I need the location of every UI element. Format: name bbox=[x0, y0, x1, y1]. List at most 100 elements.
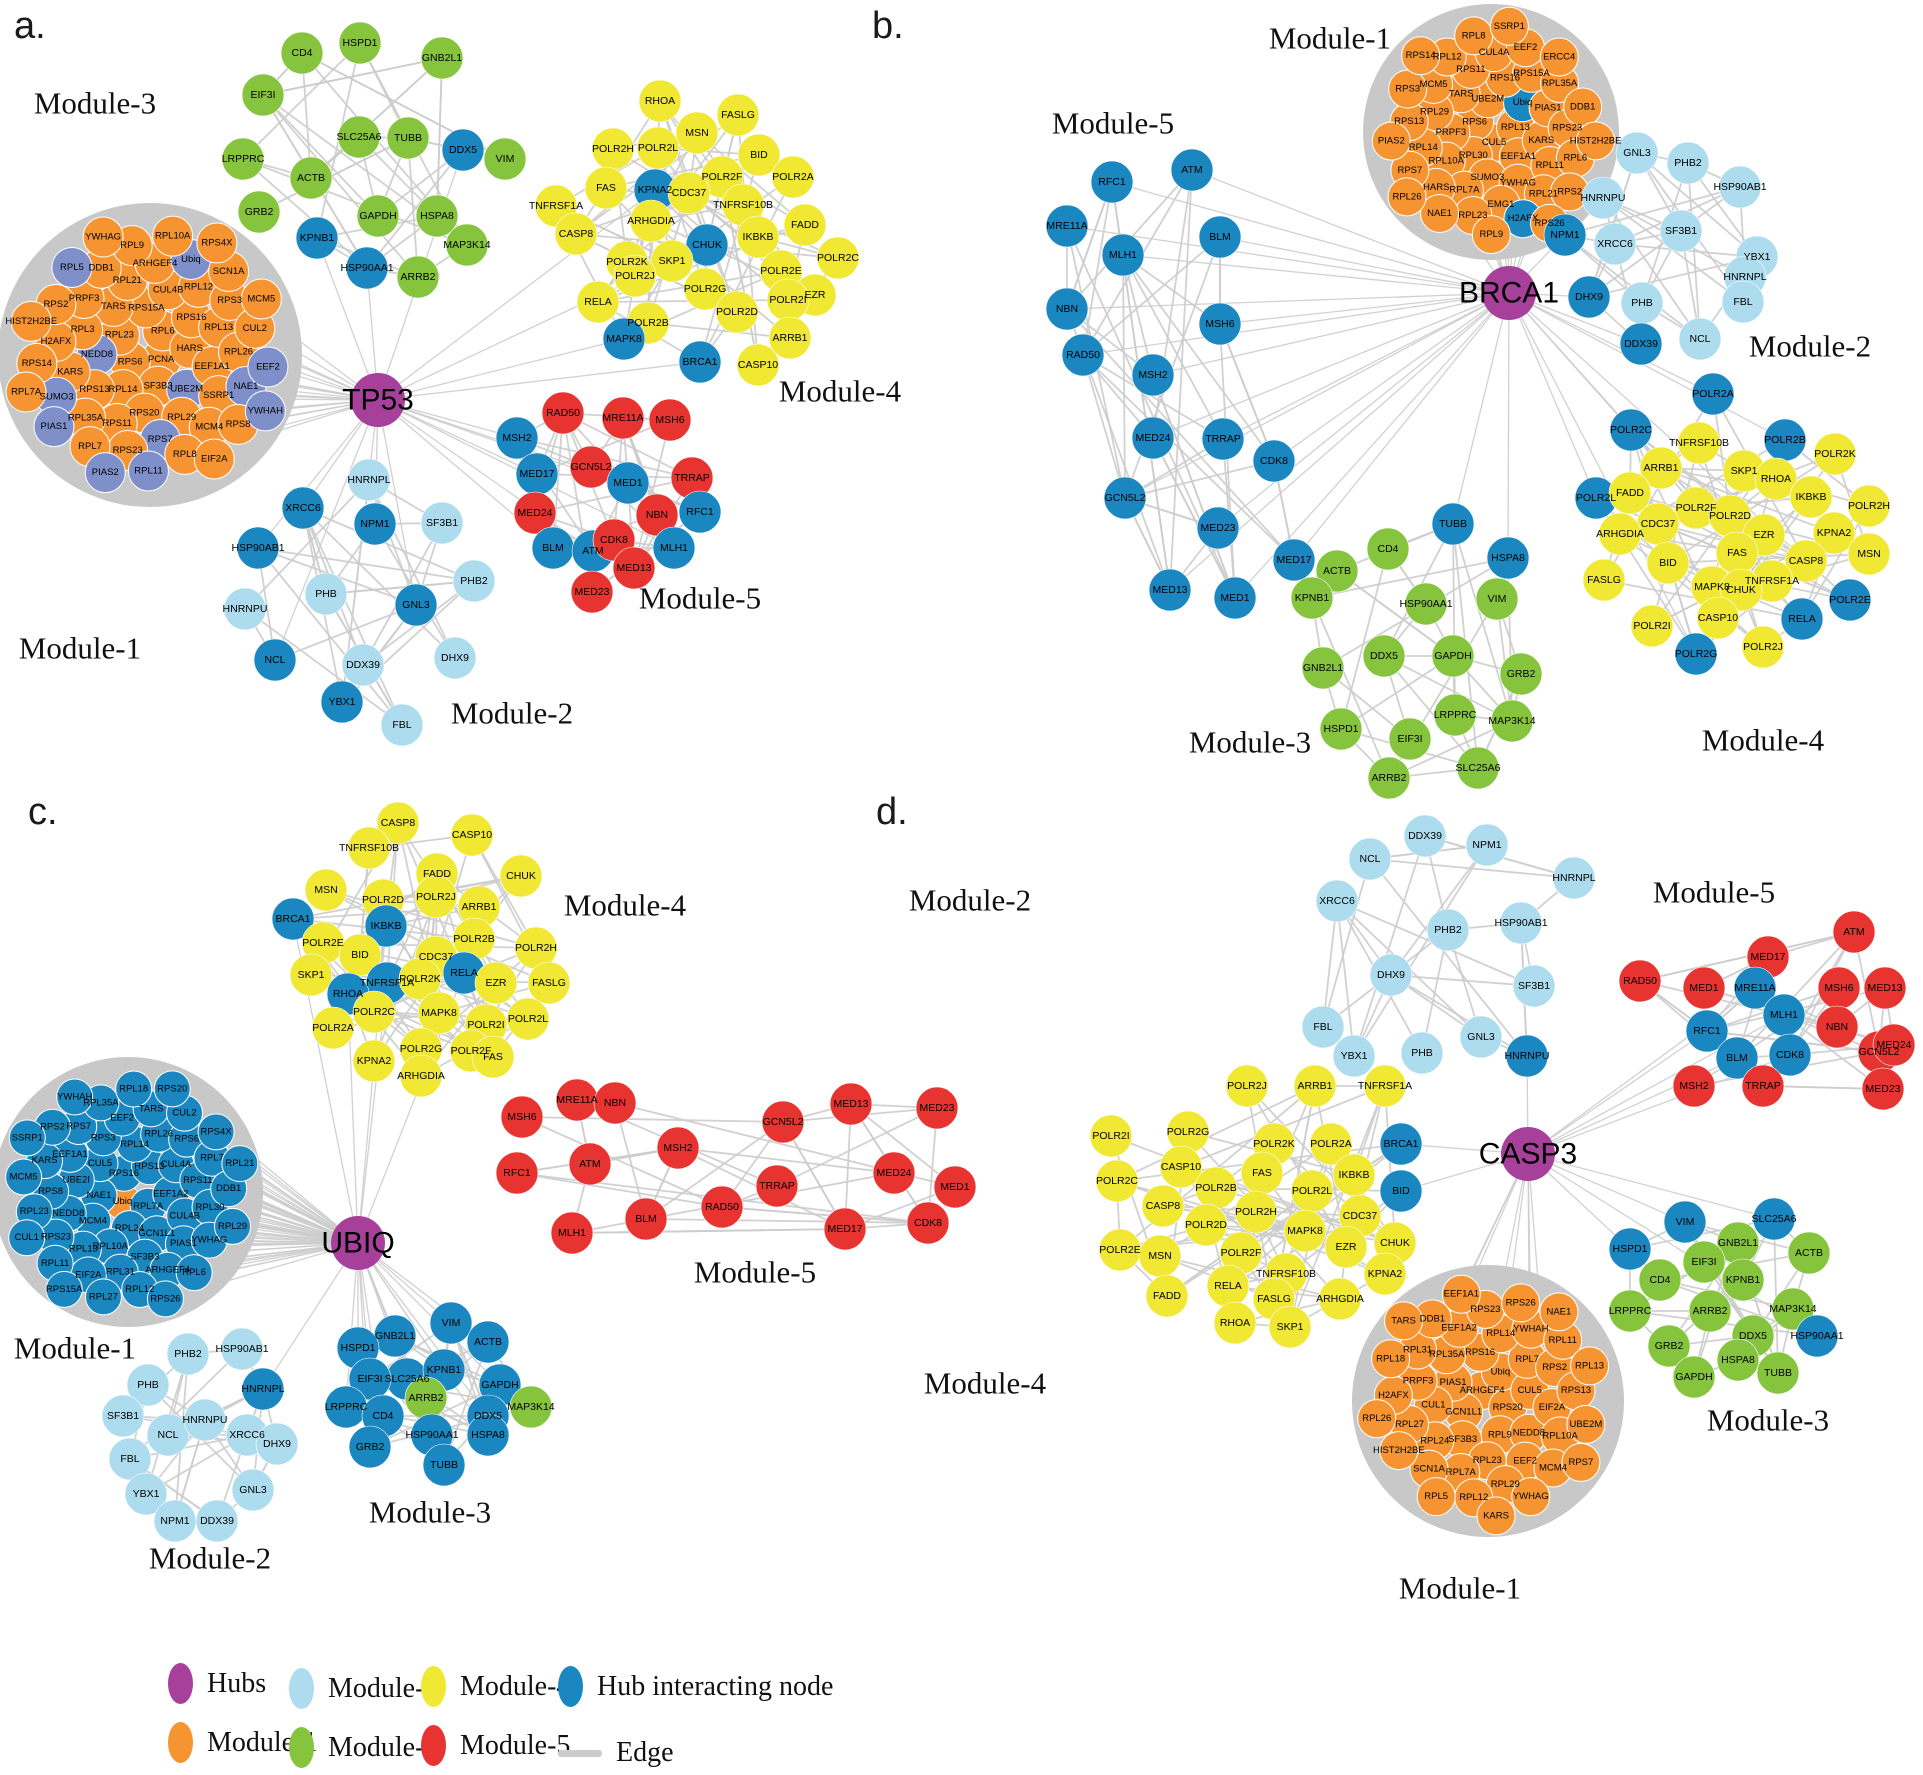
node-label-RPL21: RPL21 bbox=[225, 1158, 254, 1169]
node-GNB2L1 bbox=[420, 36, 464, 80]
node-label-PRPF3: PRPF3 bbox=[1403, 1376, 1434, 1387]
node-label-PIAS2: PIAS2 bbox=[1378, 136, 1405, 147]
node-label-RPS26: RPS26 bbox=[1534, 218, 1564, 229]
node-label-IKBKB: IKBKB bbox=[371, 920, 402, 932]
node-MLH1 bbox=[652, 526, 696, 570]
hubs-layer: TP53 BRCA1 UBIQ CASP3 bbox=[321, 266, 1577, 1270]
node-label-POLR2K: POLR2K bbox=[1253, 1138, 1294, 1150]
node-PHB2 bbox=[1426, 908, 1470, 952]
node-label-MCM4: MCM4 bbox=[195, 422, 223, 433]
node-label-CHUK: CHUK bbox=[506, 870, 536, 882]
node-label-RPS23: RPS23 bbox=[1552, 123, 1582, 134]
module-title-d-Module-5: Module-5 bbox=[1653, 875, 1775, 910]
node-NPM1 bbox=[1465, 823, 1509, 867]
node-label-MED24: MED24 bbox=[1135, 432, 1170, 444]
node-POLR2J bbox=[414, 875, 458, 919]
node-label-TUBB: TUBB bbox=[1439, 518, 1467, 530]
node-HNRNPL bbox=[241, 1367, 285, 1411]
node-label-TRRAP: TRRAP bbox=[674, 472, 710, 484]
node-label-MED23: MED23 bbox=[1200, 522, 1235, 534]
node-CUL1 bbox=[8, 1219, 46, 1257]
node-label-GNL3: GNL3 bbox=[1623, 147, 1651, 159]
node-label-RPS3: RPS3 bbox=[91, 1132, 116, 1143]
node-label-RPL29: RPL29 bbox=[218, 1221, 247, 1232]
node-CASP8 bbox=[376, 801, 420, 845]
node-GNL3 bbox=[394, 583, 438, 627]
node-label-SKP1: SKP1 bbox=[1277, 1321, 1304, 1333]
node-label-RAD50: RAD50 bbox=[705, 1201, 739, 1213]
node-label-RPL35A: RPL35A bbox=[68, 413, 104, 424]
node-label-RPL21: RPL21 bbox=[113, 275, 142, 286]
node-label-RPS7: RPS7 bbox=[148, 434, 173, 445]
node-MSH2 bbox=[495, 416, 539, 460]
edge bbox=[1340, 655, 1454, 730]
node-label-EEF2: EEF2 bbox=[256, 361, 280, 372]
node-label-DDB1: DDB1 bbox=[216, 1183, 241, 1194]
node-label-DDB1: DDB1 bbox=[1420, 1313, 1445, 1324]
node-label-POLR2A: POLR2A bbox=[1692, 388, 1733, 400]
node-label-ACTB: ACTB bbox=[474, 1336, 502, 1348]
node-label-POLR2D: POLR2D bbox=[362, 894, 404, 906]
node-label-RPL10A: RPL10A bbox=[1542, 1430, 1578, 1441]
node-label-GRB2: GRB2 bbox=[1507, 668, 1536, 680]
node-TUBB bbox=[422, 1443, 466, 1487]
node-GRB2 bbox=[1647, 1324, 1691, 1368]
node-label-RPS6: RPS6 bbox=[1462, 116, 1487, 127]
node-label-MCM5: MCM5 bbox=[10, 1172, 38, 1183]
node-label-XRCC6: XRCC6 bbox=[229, 1429, 265, 1441]
node-label-YBX1: YBX1 bbox=[1341, 1050, 1368, 1062]
node-FADD bbox=[1145, 1274, 1189, 1318]
node-label-VIM: VIM bbox=[442, 1317, 461, 1329]
node-NAE1 bbox=[1539, 1292, 1579, 1332]
node-RPS26 bbox=[146, 1280, 184, 1318]
node-label-YBX1: YBX1 bbox=[329, 696, 356, 708]
node-MED13 bbox=[829, 1082, 873, 1126]
node-HSP90AB1 bbox=[236, 526, 280, 570]
node-RPL18 bbox=[115, 1070, 153, 1108]
node-POLR2A bbox=[311, 1006, 355, 1050]
node-TNFRSF10B bbox=[347, 826, 391, 870]
node-label-TRRAP: TRRAP bbox=[1205, 433, 1241, 445]
node-label-RPL6: RPL6 bbox=[182, 1267, 206, 1278]
node-label-DDB1: DDB1 bbox=[1570, 102, 1595, 113]
node-GNL3 bbox=[1459, 1015, 1503, 1059]
node-label-RPS16: RPS16 bbox=[1490, 73, 1520, 84]
module-title-a-Module-5: Module-5 bbox=[639, 581, 761, 616]
node-label-RPL13: RPL13 bbox=[69, 1244, 98, 1255]
node-label-DHX9: DHX9 bbox=[1575, 291, 1603, 303]
edge bbox=[1111, 181, 1510, 294]
node-NCL bbox=[1348, 837, 1392, 881]
edge bbox=[1082, 236, 1221, 356]
node-SF3B1 bbox=[420, 501, 464, 545]
node-label-HSP90AB1: HSP90AB1 bbox=[215, 1343, 268, 1355]
node-PHB2 bbox=[166, 1332, 210, 1376]
node-label-KARS: KARS bbox=[1528, 135, 1554, 146]
edge bbox=[1082, 354, 1224, 440]
module-title-b-Module-4: Module-4 bbox=[1702, 723, 1825, 758]
node-label-SLC25A6: SLC25A6 bbox=[337, 131, 382, 143]
node-label-RPL18: RPL18 bbox=[119, 1084, 148, 1095]
node-label-SF3B1: SF3B1 bbox=[1665, 225, 1697, 237]
node-label-RPL12: RPL12 bbox=[1459, 1492, 1488, 1503]
node-label-CUL5: CUL5 bbox=[1518, 1385, 1542, 1396]
node-label-DDX5: DDX5 bbox=[1370, 650, 1398, 662]
node-label-MLH1: MLH1 bbox=[558, 1227, 586, 1239]
node-label-CDK8: CDK8 bbox=[1776, 1049, 1804, 1061]
node-label-MAP3K14: MAP3K14 bbox=[443, 239, 490, 251]
node-label-DDX5: DDX5 bbox=[1739, 1330, 1767, 1342]
node-label-POLR2F: POLR2F bbox=[451, 1045, 492, 1057]
node-label-KPNB1: KPNB1 bbox=[1726, 1274, 1761, 1286]
node-label-EEF1A2: EEF1A2 bbox=[1441, 1323, 1476, 1334]
edge bbox=[1152, 292, 1510, 376]
node-TNFRSF1A bbox=[1363, 1064, 1407, 1108]
node-FASLG bbox=[716, 93, 760, 137]
node-label-GRB2: GRB2 bbox=[356, 1441, 385, 1453]
node-label-POLR2C: POLR2C bbox=[353, 1006, 395, 1018]
node-CD4 bbox=[1366, 527, 1410, 571]
edge bbox=[262, 1242, 359, 1390]
node-label-EEF1A2: EEF1A2 bbox=[153, 1189, 188, 1200]
edge bbox=[325, 580, 475, 595]
node-RPL26 bbox=[1357, 1399, 1397, 1439]
node-YWHAG bbox=[82, 216, 124, 258]
